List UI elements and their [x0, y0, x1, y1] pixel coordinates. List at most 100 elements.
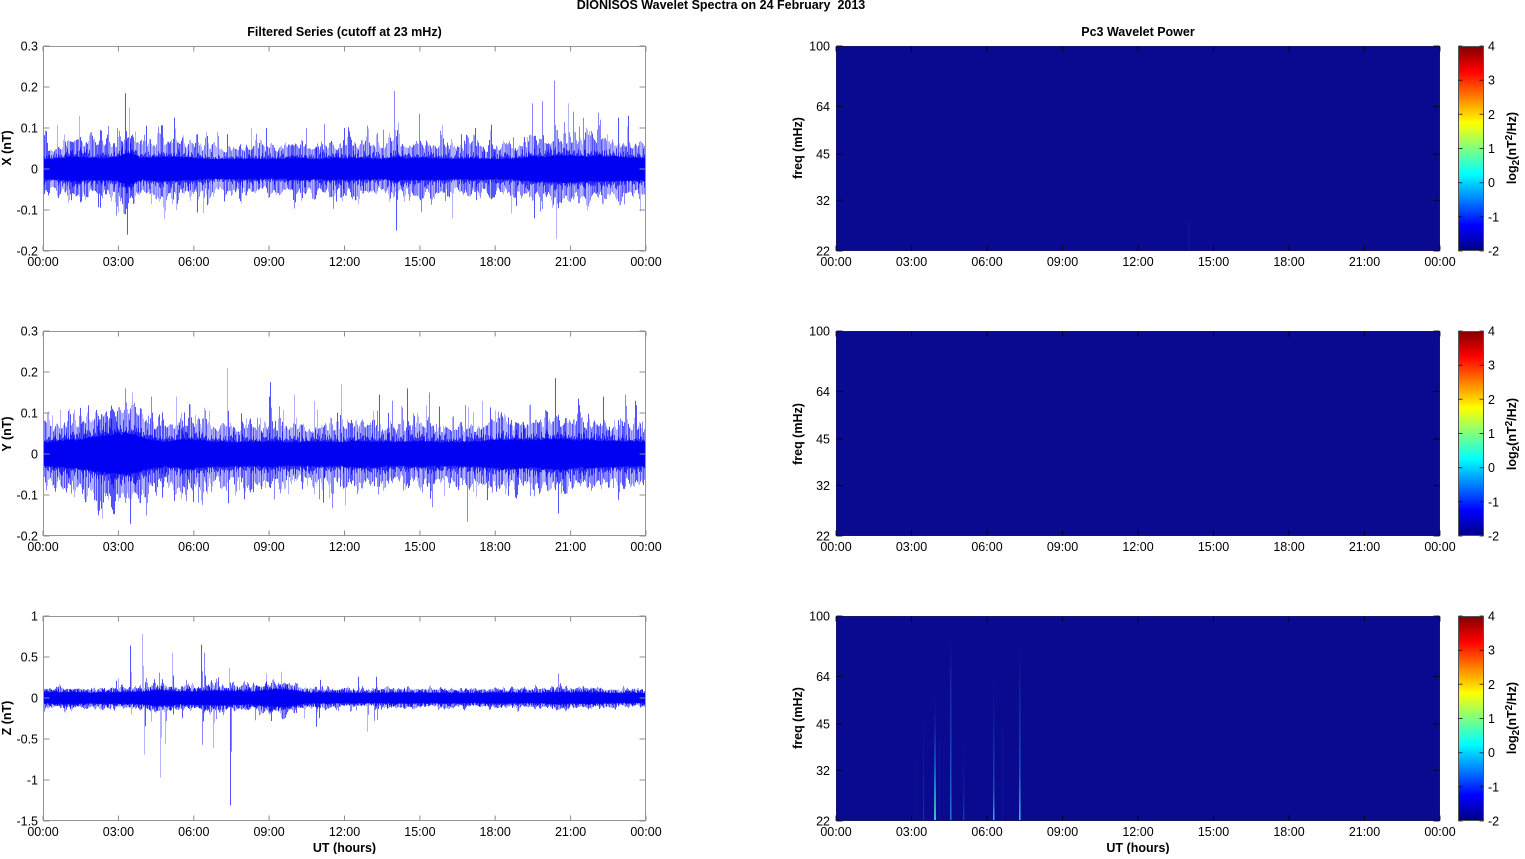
svg-text:Z (nT): Z (nT) — [0, 701, 14, 736]
svg-text:64: 64 — [816, 670, 830, 684]
svg-text:00:00: 00:00 — [1424, 825, 1455, 839]
svg-text:2: 2 — [1488, 108, 1495, 122]
svg-text:freq (mHz): freq (mHz) — [791, 403, 805, 465]
svg-text:-2: -2 — [1488, 530, 1499, 544]
svg-text:1: 1 — [1488, 712, 1495, 726]
svg-text:Filtered Series (cutoff at 23: Filtered Series (cutoff at 23 mHz) — [247, 25, 442, 39]
svg-text:0.3: 0.3 — [21, 40, 38, 54]
svg-text:45: 45 — [816, 433, 830, 447]
svg-text:4: 4 — [1488, 610, 1495, 624]
svg-text:06:00: 06:00 — [971, 825, 1002, 839]
svg-text:-0.1: -0.1 — [16, 204, 38, 218]
svg-text:00:00: 00:00 — [1424, 255, 1455, 269]
svg-text:1: 1 — [1488, 142, 1495, 156]
svg-text:00:00: 00:00 — [630, 540, 661, 554]
svg-text:1: 1 — [31, 610, 38, 624]
svg-text:0: 0 — [1488, 461, 1495, 475]
svg-text:-0.2: -0.2 — [16, 530, 38, 544]
svg-text:06:00: 06:00 — [971, 255, 1002, 269]
svg-text:2: 2 — [1488, 678, 1495, 692]
svg-text:06:00: 06:00 — [178, 540, 209, 554]
svg-text:-1: -1 — [1488, 495, 1499, 509]
svg-text:log2(nT2/Hz): log2(nT2/Hz) — [1504, 682, 1522, 754]
svg-text:32: 32 — [816, 479, 830, 493]
svg-text:15:00: 15:00 — [1198, 825, 1229, 839]
svg-text:0.1: 0.1 — [21, 122, 38, 136]
svg-text:03:00: 03:00 — [896, 825, 927, 839]
svg-text:1: 1 — [1488, 427, 1495, 441]
svg-text:15:00: 15:00 — [404, 825, 435, 839]
svg-text:-0.2: -0.2 — [16, 245, 38, 259]
svg-text:UT (hours): UT (hours) — [1106, 841, 1169, 854]
svg-text:18:00: 18:00 — [480, 255, 511, 269]
svg-text:21:00: 21:00 — [555, 825, 586, 839]
svg-text:00:00: 00:00 — [630, 825, 661, 839]
svg-text:03:00: 03:00 — [896, 255, 927, 269]
svg-text:0: 0 — [1488, 746, 1495, 760]
svg-text:18:00: 18:00 — [1273, 255, 1304, 269]
svg-text:X (nT): X (nT) — [0, 130, 14, 165]
svg-text:15:00: 15:00 — [1198, 540, 1229, 554]
svg-text:DIONISOS Wavelet Spectra on 24: DIONISOS Wavelet Spectra on 24 February … — [577, 0, 866, 12]
svg-text:21:00: 21:00 — [1349, 540, 1380, 554]
svg-text:00:00: 00:00 — [27, 540, 58, 554]
svg-text:18:00: 18:00 — [1273, 540, 1304, 554]
svg-text:45: 45 — [816, 148, 830, 162]
svg-text:100: 100 — [809, 325, 830, 339]
svg-text:06:00: 06:00 — [971, 540, 1002, 554]
svg-text:32: 32 — [816, 194, 830, 208]
svg-text:12:00: 12:00 — [329, 255, 360, 269]
svg-text:0: 0 — [31, 163, 38, 177]
svg-text:15:00: 15:00 — [1198, 255, 1229, 269]
svg-text:12:00: 12:00 — [1122, 825, 1153, 839]
svg-text:09:00: 09:00 — [1047, 255, 1078, 269]
svg-text:09:00: 09:00 — [253, 825, 284, 839]
svg-text:-0.5: -0.5 — [16, 733, 38, 747]
svg-text:0: 0 — [31, 692, 38, 706]
svg-text:0.3: 0.3 — [21, 325, 38, 339]
svg-text:3: 3 — [1488, 359, 1495, 373]
svg-text:4: 4 — [1488, 325, 1495, 339]
svg-text:21:00: 21:00 — [555, 255, 586, 269]
svg-text:00:00: 00:00 — [27, 825, 58, 839]
svg-text:15:00: 15:00 — [404, 255, 435, 269]
svg-text:-1: -1 — [1488, 780, 1499, 794]
svg-text:-2: -2 — [1488, 815, 1499, 829]
svg-text:18:00: 18:00 — [480, 540, 511, 554]
svg-text:03:00: 03:00 — [103, 825, 134, 839]
svg-text:22: 22 — [816, 245, 830, 259]
svg-text:log2(nT2/Hz): log2(nT2/Hz) — [1504, 112, 1522, 184]
svg-text:00:00: 00:00 — [820, 825, 851, 839]
svg-text:15:00: 15:00 — [404, 540, 435, 554]
svg-text:21:00: 21:00 — [555, 540, 586, 554]
svg-text:09:00: 09:00 — [1047, 825, 1078, 839]
svg-text:2: 2 — [1488, 393, 1495, 407]
svg-text:00:00: 00:00 — [1424, 540, 1455, 554]
svg-text:-1: -1 — [27, 774, 38, 788]
svg-text:64: 64 — [816, 385, 830, 399]
svg-text:log2(nT2/Hz): log2(nT2/Hz) — [1504, 398, 1522, 470]
svg-text:0.2: 0.2 — [21, 81, 38, 95]
svg-text:0.5: 0.5 — [21, 651, 38, 665]
svg-text:Pc3 Wavelet Power: Pc3 Wavelet Power — [1081, 25, 1195, 39]
svg-text:-1.5: -1.5 — [16, 815, 38, 829]
svg-text:21:00: 21:00 — [1349, 255, 1380, 269]
svg-text:100: 100 — [809, 610, 830, 624]
svg-text:06:00: 06:00 — [178, 255, 209, 269]
svg-text:09:00: 09:00 — [253, 540, 284, 554]
svg-text:3: 3 — [1488, 644, 1495, 658]
svg-text:100: 100 — [809, 40, 830, 54]
svg-text:12:00: 12:00 — [1122, 255, 1153, 269]
svg-text:freq (mHz): freq (mHz) — [791, 687, 805, 749]
svg-text:22: 22 — [816, 815, 830, 829]
svg-text:3: 3 — [1488, 74, 1495, 88]
svg-text:freq (mHz): freq (mHz) — [791, 117, 805, 179]
svg-text:0.2: 0.2 — [21, 366, 38, 380]
svg-text:-1: -1 — [1488, 210, 1499, 224]
svg-text:4: 4 — [1488, 40, 1495, 54]
svg-text:-0.1: -0.1 — [16, 489, 38, 503]
svg-text:03:00: 03:00 — [103, 540, 134, 554]
svg-text:12:00: 12:00 — [329, 825, 360, 839]
svg-text:0.1: 0.1 — [21, 407, 38, 421]
svg-text:09:00: 09:00 — [253, 255, 284, 269]
